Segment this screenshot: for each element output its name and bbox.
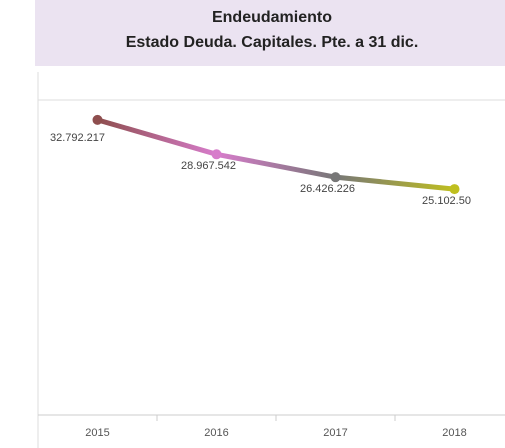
title-background [35,0,505,66]
point [92,114,103,125]
point [211,149,222,160]
x-tick-label: 2018 [442,427,466,439]
x-tick-label: 2015 [85,427,109,439]
chart-subtitle: Estado Deuda. Capitales. Pte. a 31 dic. [126,34,419,51]
x-tick-label: 2017 [323,427,347,439]
chart-title: Endeudamiento [212,9,332,26]
point [449,184,460,195]
x-tick-label: 2016 [204,427,228,439]
value-label: 25.102.50 [422,195,471,207]
value-label: 32.792.217 [50,132,105,144]
line [95,117,457,192]
point [330,172,341,183]
value-label: 26.426.226 [300,183,355,195]
value-label: 28.967.542 [181,160,236,172]
